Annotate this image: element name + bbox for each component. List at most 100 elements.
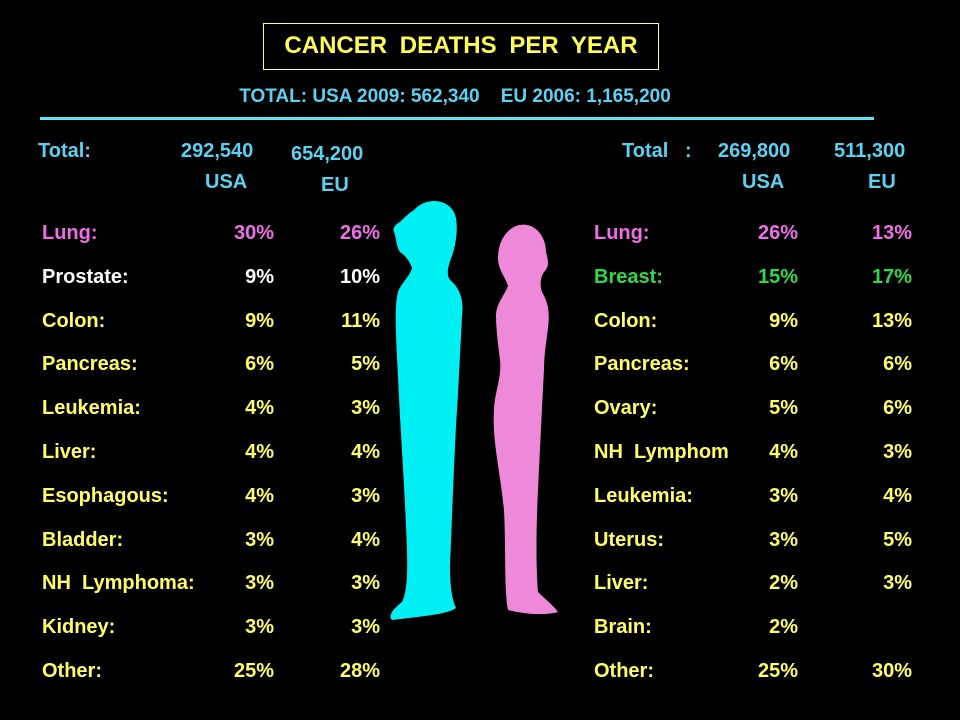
eu-percent: 3% [351,397,380,420]
usa-percent: 30% [233,222,274,244]
eu-percent: 13% [871,222,912,244]
female-silhouette-icon [493,224,558,615]
male-usa-total: 292,540 [181,140,254,162]
usa-percent: 4% [769,441,798,463]
female-row-4: Pancreas: 6% 6% [594,353,916,383]
usa-percent: 9% [769,309,798,332]
male-row-9: NH Lymphoma: 3% 3% [42,572,382,602]
male-row-10: Kidney: 3% 3% [42,616,382,646]
usa-percent: 3% [769,528,798,551]
usa-percent: 5% [769,397,798,420]
cancer-type-label: Lung: [594,222,650,244]
female-row-5: Ovary: 5% 6% [594,397,916,427]
female-usa-total: 269,800 [718,140,791,162]
eu-percent: 6% [883,397,912,420]
eu-percent: 17% [871,265,912,288]
eu-percent: 4% [351,441,380,463]
divider-line [40,117,874,120]
male-row-11: Other: 25% 28% [42,660,382,690]
female-total-label: Total : [622,140,692,162]
eu-percent: 5% [351,353,380,376]
cancer-type-label: Other: [42,660,102,682]
male-eu-total: 654,200 [291,143,364,165]
cancer-type-label: Esophagous: [42,484,169,507]
male-total-label: Total: [38,140,91,162]
usa-percent: 3% [245,572,274,595]
female-row-10: Brain: 2% [594,616,916,646]
female-row-11: Other: 25% 30% [594,660,916,690]
usa-percent: 6% [769,353,798,376]
cancer-type-label: Brain: [594,616,652,639]
total-subtitle: TOTAL: USA 2009: 562,340 EU 2006: 1,165,… [239,86,671,107]
eu-percent: 13% [871,309,912,332]
male-row-8: Bladder: 3% 4% [42,529,382,559]
usa-percent: 25% [233,660,274,682]
eu-percent: 3% [883,441,912,463]
cancer-type-label: Colon: [594,309,658,332]
cancer-type-label: Breast: [594,265,663,288]
male-eu-label: EU [321,174,349,196]
cancer-type-label: Bladder: [42,528,124,551]
eu-percent: 4% [883,484,912,507]
female-eu-label: EU [868,171,896,193]
usa-percent: 25% [757,660,798,682]
cancer-type-label: Leukemia: [594,484,693,507]
female-row-6: NH Lymphom 4% 3% [594,441,916,471]
cancer-type-label: NH Lymphoma: [42,572,195,595]
female-row-3: Colon: 9% 13% [594,310,916,340]
eu-percent: 30% [871,660,912,682]
male-row-7: Esophagous: 4% 3% [42,485,382,515]
female-usa-label: USA [742,171,785,193]
usa-percent: 2% [769,572,798,595]
cancer-type-label: Lung: [42,222,98,244]
male-row-6: Liver: 4% 4% [42,441,382,471]
cancer-type-label: Other: [594,660,654,682]
eu-percent: 26% [339,222,380,244]
female-eu-total: 511,300 [834,140,906,162]
eu-percent: 3% [883,572,912,595]
usa-percent: 26% [757,222,798,244]
eu-percent: 3% [351,616,380,639]
eu-percent: 5% [883,528,912,551]
female-row-9: Liver: 2% 3% [594,572,916,602]
usa-percent: 3% [769,484,798,507]
usa-percent: 9% [245,265,274,288]
cancer-type-label: Leukemia: [42,397,141,420]
usa-percent: 6% [245,353,274,376]
eu-percent: 3% [351,572,380,595]
male-row-5: Leukemia: 4% 3% [42,397,382,427]
cancer-type-label: Pancreas: [594,353,690,376]
usa-percent: 3% [245,528,274,551]
cancer-type-label: Liver: [42,441,97,463]
cancer-type-label: Pancreas: [42,353,138,376]
female-row-8: Uterus: 3% 5% [594,529,916,559]
female-row-7: Leukemia: 3% 4% [594,485,916,515]
usa-percent: 15% [757,265,798,288]
male-row-1: Lung: 30% 26% [42,222,382,252]
cancer-type-label: Prostate: [42,265,129,288]
male-row-4: Pancreas: 6% 5% [42,353,382,383]
cancer-type-label: Ovary: [594,397,658,420]
male-row-2: Prostate: 9% 10% [42,266,382,296]
female-row-1: Lung: 26% 13% [594,222,916,252]
eu-percent: 10% [339,265,380,288]
eu-percent: 6% [883,353,912,376]
page-title: CANCER DEATHS PER YEAR [263,23,659,70]
cancer-type-label: Colon: [42,309,106,332]
usa-percent: 3% [245,616,274,639]
usa-percent: 9% [245,309,274,332]
male-usa-label: USA [205,171,248,193]
eu-percent: 11% [341,309,380,332]
usa-percent: 4% [245,441,274,463]
male-silhouette-icon [390,200,463,621]
usa-percent: 4% [245,397,274,420]
cancer-type-label: Kidney: [42,616,116,639]
cancer-type-label: Liver: [594,572,649,595]
eu-percent: 3% [351,484,380,507]
usa-percent: 2% [769,616,798,639]
cancer-type-label: Uterus: [594,528,665,551]
eu-percent: 4% [351,528,380,551]
female-row-2: Breast: 15% 17% [594,266,916,296]
usa-percent: 4% [245,484,274,507]
cancer-type-label: NH Lymphom [594,441,729,463]
